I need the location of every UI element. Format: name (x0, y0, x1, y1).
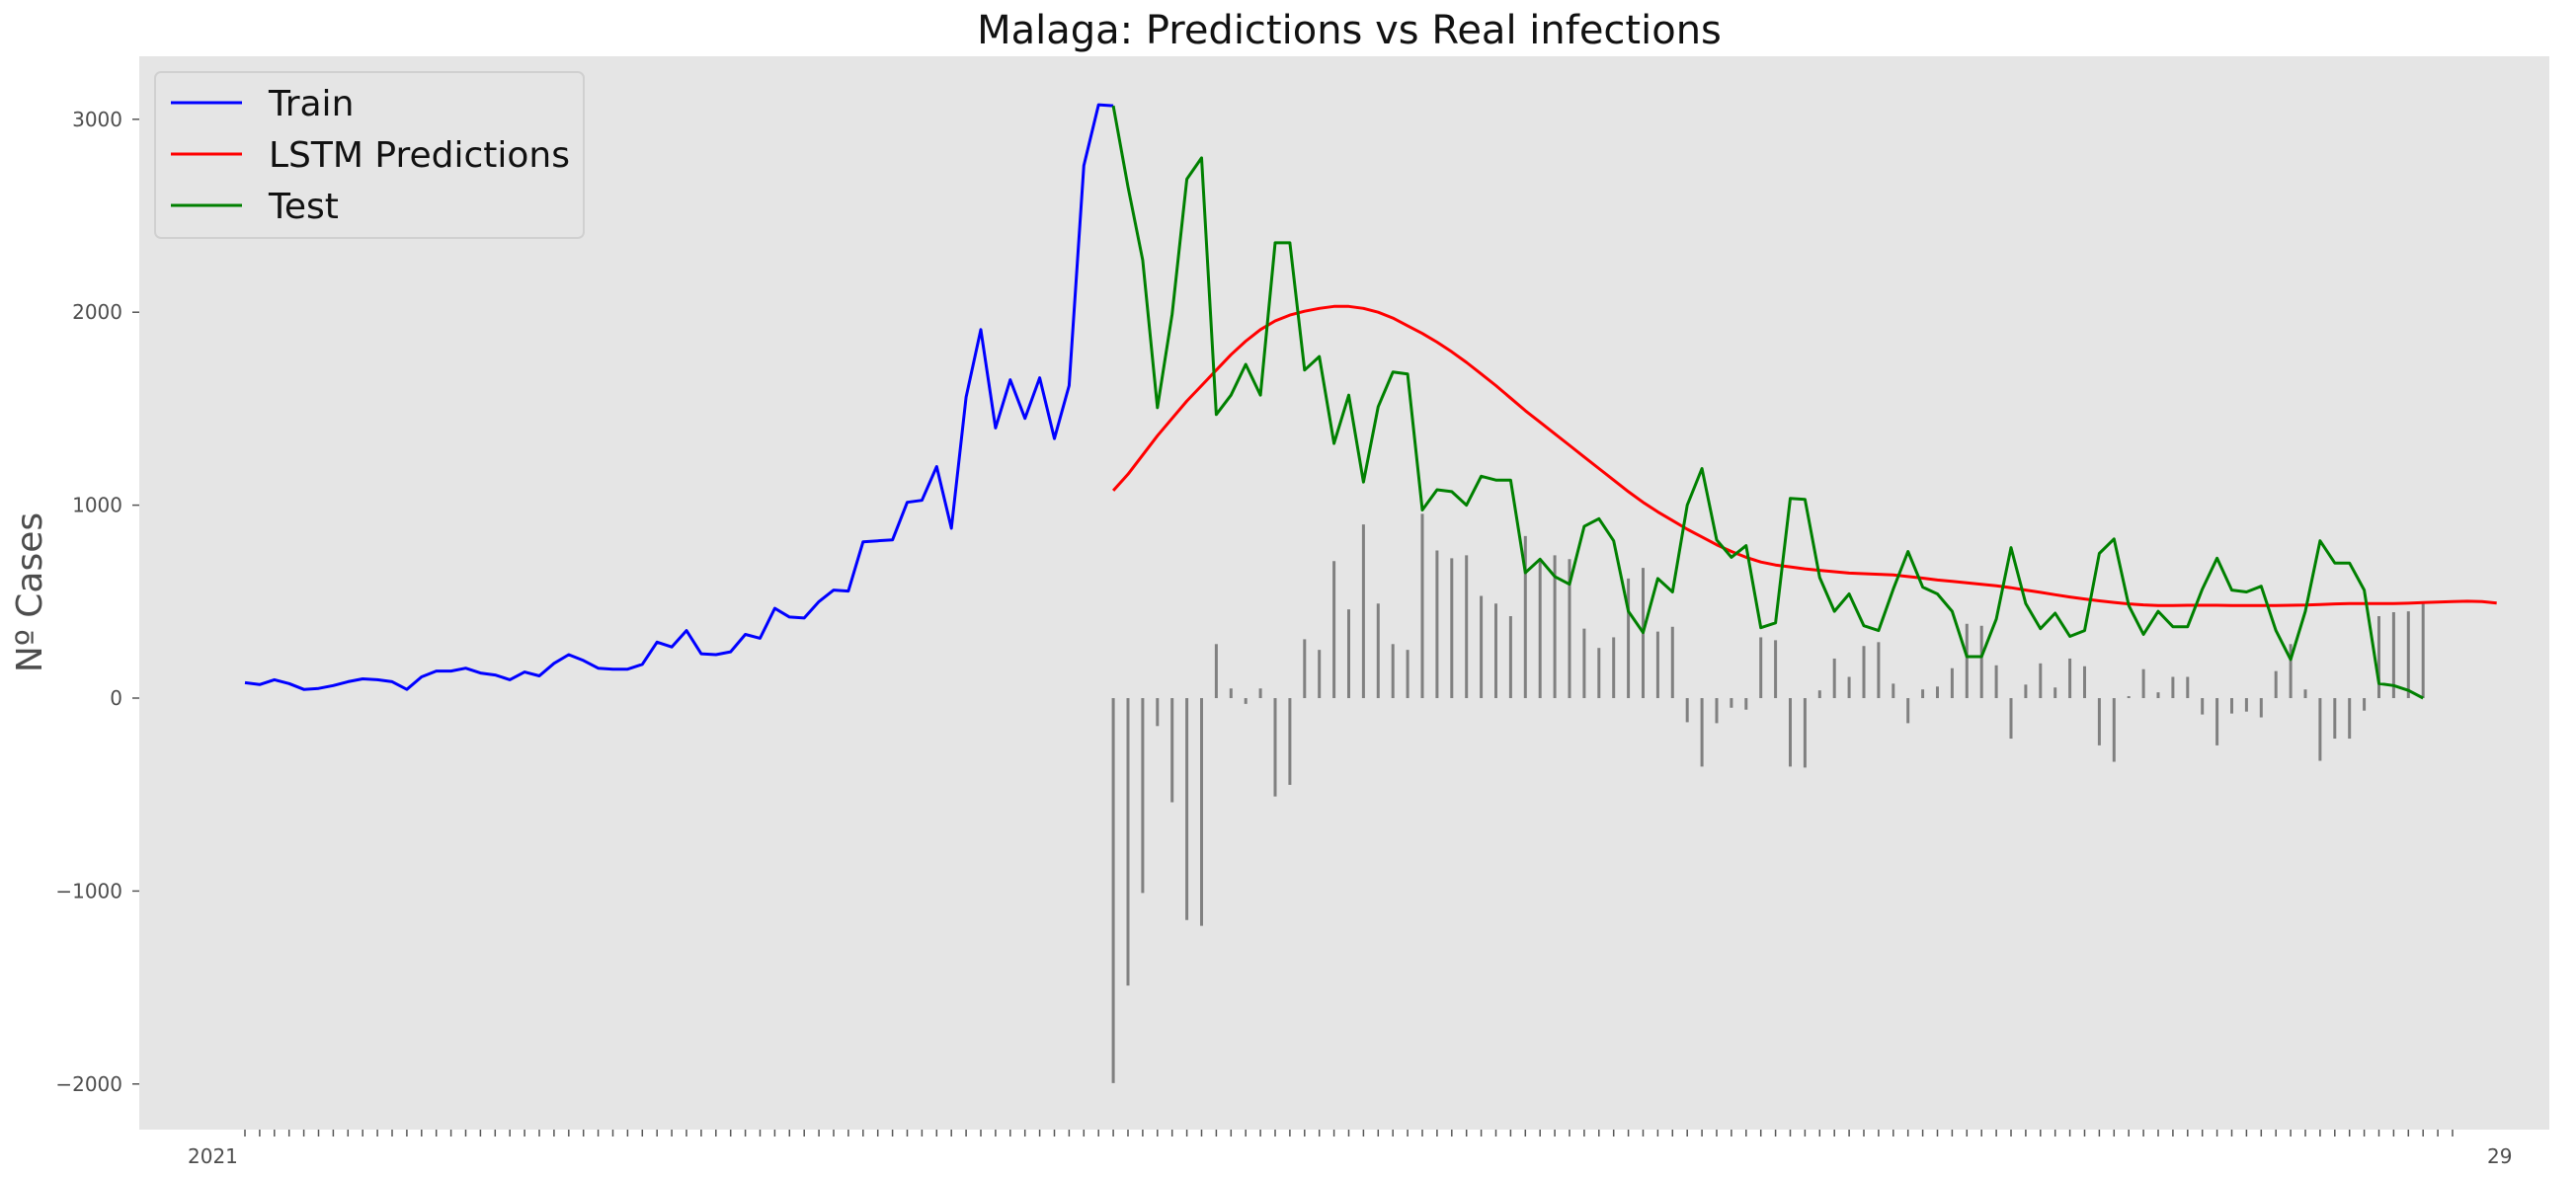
y-tick-label: 0 (110, 686, 122, 710)
y-tick-label: 2000 (72, 300, 122, 324)
legend-label-test: Test (268, 187, 339, 227)
y-tick-label: −1000 (55, 879, 122, 902)
legend-box (154, 71, 585, 239)
x-axis-ticks (244, 1130, 2454, 1137)
y-tick-label: 3000 (72, 108, 122, 131)
x-tick-label-last: 29 (2487, 1144, 2512, 1168)
y-tick-label: −2000 (55, 1072, 122, 1096)
train-line (244, 103, 1114, 691)
x-tick-label-first: 2021 (188, 1144, 238, 1168)
y-axis-label: Nº Cases (10, 512, 50, 672)
legend-label-predictions: LSTM Predictions (269, 135, 570, 176)
test-line (1111, 105, 2424, 700)
legend: Train LSTM Predictions Test (154, 71, 585, 239)
y-tick-label: 1000 (72, 494, 122, 517)
residual-bars (1111, 513, 2425, 1083)
legend-label-train: Train (268, 84, 354, 124)
y-axis-ticks: −2000 −1000 0 1000 2000 3000 (55, 108, 139, 1096)
series-lines (244, 103, 2497, 700)
chart-title: Malaga: Predictions vs Real infections (977, 8, 1722, 53)
